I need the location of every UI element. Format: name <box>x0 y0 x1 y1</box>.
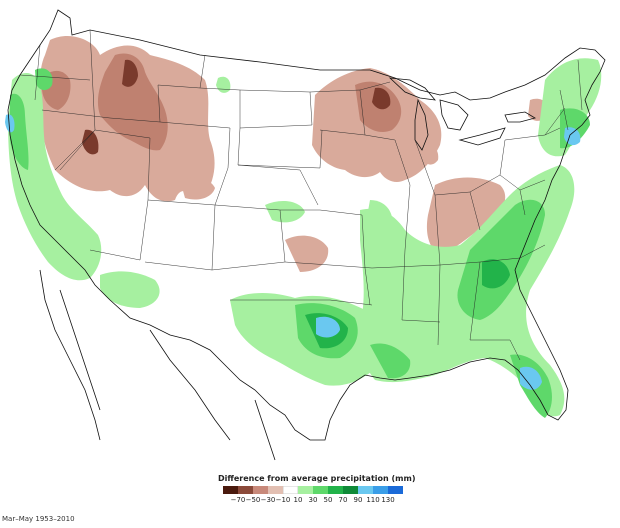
great-lakes-superior <box>388 77 436 101</box>
wet-area-gulf-coast <box>370 343 411 379</box>
us-border <box>7 9 606 441</box>
great-lakes-huron <box>439 99 469 131</box>
legend-swatch <box>253 486 268 494</box>
legend: Difference from average precipitation (m… <box>218 474 416 506</box>
dry-area-northwest-core <box>97 53 168 151</box>
wet-area-pacific-coast <box>8 73 102 281</box>
legend-tick-label: 50 <box>323 496 333 504</box>
wet-area-washington <box>35 68 53 91</box>
wet-area-florida-blue <box>520 366 542 390</box>
wet-area-california-blue <box>5 114 15 133</box>
dry-area-central-plains <box>285 235 329 272</box>
dry-area-wisconsin-darkest <box>372 87 391 110</box>
state-line <box>159 121 286 271</box>
state-line <box>94 54 206 201</box>
baja-coast <box>39 269 101 441</box>
wet-area-colorado <box>265 200 305 223</box>
legend-tick-label: 90 <box>353 496 363 504</box>
mexico-mainland-coast <box>149 329 276 461</box>
legend-swatch <box>223 486 238 494</box>
country-outline <box>7 9 606 461</box>
legend-swatch <box>343 486 358 494</box>
legend-tick-label: 30 <box>308 496 318 504</box>
legend-swatch <box>268 486 283 494</box>
dry-anomaly-areas <box>40 35 550 272</box>
period-footnote: Mar–May 1953–2010 <box>2 515 75 523</box>
legend-swatch <box>238 486 253 494</box>
state-line <box>544 59 583 136</box>
dry-area-ohio-valley <box>426 177 506 255</box>
legend-tick-label: 130 <box>381 496 395 504</box>
dry-area-michigan <box>420 143 439 165</box>
legend-swatch <box>388 486 403 494</box>
legend-swatch <box>358 486 373 494</box>
wet-area-northeast <box>538 58 602 157</box>
wet-area-pacific-coast-mid <box>10 93 29 170</box>
legend-tick-label: 10 <box>293 496 303 504</box>
legend-color-bar <box>218 486 408 494</box>
state-line <box>361 184 441 323</box>
legend-swatch <box>313 486 328 494</box>
legend-tick-label: −10 <box>275 496 291 504</box>
wet-area-north-dakota <box>216 76 231 93</box>
wet-area-arizona <box>100 271 160 308</box>
legend-tick-label: −30 <box>260 496 276 504</box>
legend-tick-labels: −70 −50 −30 −10 10 30 50 70 90 110 130 <box>218 496 408 506</box>
legend-tick-label: −70 <box>230 496 246 504</box>
state-line <box>89 199 216 271</box>
legend-tick-label: −50 <box>245 496 261 504</box>
great-lakes-erie <box>458 127 506 146</box>
great-lakes-ontario <box>504 111 537 123</box>
great-lakes-michigan <box>414 98 429 151</box>
legend-swatch <box>298 486 313 494</box>
legend-swatch <box>373 486 388 494</box>
wet-area-carolinas-dark <box>482 259 510 289</box>
legend-tick-label: 70 <box>338 496 348 504</box>
state-line <box>414 139 521 346</box>
legend-swatch <box>328 486 343 494</box>
legend-title: Difference from average precipitation (m… <box>218 474 416 483</box>
wet-anomaly-areas <box>5 58 602 418</box>
legend-tick-label: 110 <box>366 496 380 504</box>
legend-swatch <box>283 486 298 494</box>
state-line <box>230 209 373 306</box>
wet-area-mississippi <box>365 200 393 237</box>
wet-area-texas-blue <box>316 316 340 338</box>
state-line <box>309 81 411 186</box>
dry-area-darkest-montana <box>122 59 138 87</box>
state-line <box>434 139 546 231</box>
dry-area-darkest-idaho <box>82 129 99 155</box>
state-line <box>199 87 313 129</box>
state-line <box>237 127 323 206</box>
dry-area-kansas <box>180 177 215 200</box>
state-boundaries <box>19 29 583 361</box>
